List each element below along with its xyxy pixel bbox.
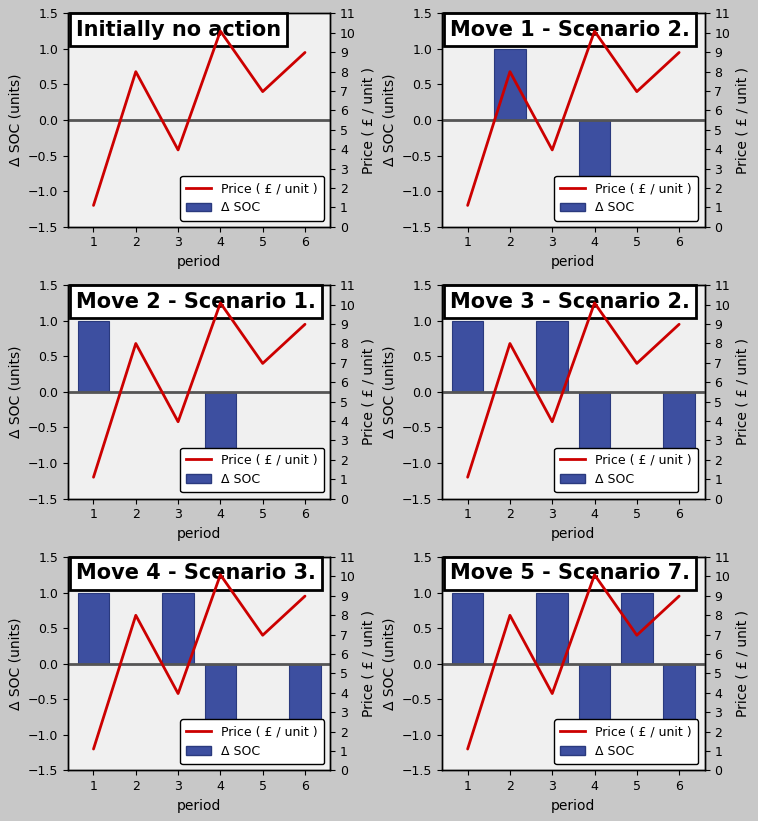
- Y-axis label: Δ SOC (units): Δ SOC (units): [8, 617, 22, 710]
- Bar: [77, 593, 109, 663]
- X-axis label: period: period: [551, 799, 596, 813]
- Text: Move 1 - Scenario 2.: Move 1 - Scenario 2.: [450, 20, 690, 39]
- Text: Move 4 - Scenario 3.: Move 4 - Scenario 3.: [76, 563, 316, 584]
- Bar: [205, 392, 236, 463]
- Bar: [205, 663, 236, 735]
- Legend: Price ( £ / unit ), Δ SOC: Price ( £ / unit ), Δ SOC: [554, 447, 698, 493]
- Legend: Price ( £ / unit ), Δ SOC: Price ( £ / unit ), Δ SOC: [180, 447, 324, 493]
- Legend: Price ( £ / unit ), Δ SOC: Price ( £ / unit ), Δ SOC: [554, 176, 698, 221]
- Y-axis label: Price ( £ / unit ): Price ( £ / unit ): [736, 338, 750, 445]
- Bar: [537, 321, 568, 392]
- Y-axis label: Price ( £ / unit ): Price ( £ / unit ): [736, 67, 750, 173]
- X-axis label: period: period: [551, 255, 596, 269]
- Text: Move 3 - Scenario 2.: Move 3 - Scenario 2.: [450, 291, 690, 311]
- Y-axis label: Δ SOC (units): Δ SOC (units): [383, 74, 396, 167]
- Y-axis label: Price ( £ / unit ): Price ( £ / unit ): [362, 610, 375, 718]
- Bar: [621, 593, 653, 663]
- Legend: Price ( £ / unit ), Δ SOC: Price ( £ / unit ), Δ SOC: [554, 719, 698, 764]
- X-axis label: period: period: [177, 799, 221, 813]
- Y-axis label: Δ SOC (units): Δ SOC (units): [8, 346, 22, 438]
- Bar: [289, 663, 321, 735]
- Y-axis label: Δ SOC (units): Δ SOC (units): [383, 617, 396, 710]
- X-axis label: period: period: [177, 255, 221, 269]
- Bar: [578, 120, 610, 191]
- Y-axis label: Δ SOC (units): Δ SOC (units): [8, 74, 22, 167]
- Legend: Price ( £ / unit ), Δ SOC: Price ( £ / unit ), Δ SOC: [180, 176, 324, 221]
- Bar: [537, 593, 568, 663]
- Bar: [77, 321, 109, 392]
- Y-axis label: Price ( £ / unit ): Price ( £ / unit ): [362, 338, 375, 445]
- Bar: [494, 49, 526, 120]
- Legend: Price ( £ / unit ), Δ SOC: Price ( £ / unit ), Δ SOC: [180, 719, 324, 764]
- Y-axis label: Price ( £ / unit ): Price ( £ / unit ): [736, 610, 750, 718]
- Y-axis label: Δ SOC (units): Δ SOC (units): [383, 346, 396, 438]
- Text: Move 5 - Scenario 7.: Move 5 - Scenario 7.: [450, 563, 690, 584]
- Bar: [162, 593, 194, 663]
- X-axis label: period: period: [177, 527, 221, 541]
- Text: Move 2 - Scenario 1.: Move 2 - Scenario 1.: [76, 291, 316, 311]
- Bar: [452, 593, 484, 663]
- Bar: [663, 663, 695, 735]
- Bar: [663, 392, 695, 463]
- Bar: [452, 321, 484, 392]
- Text: Initially no action: Initially no action: [76, 20, 281, 39]
- Bar: [578, 392, 610, 463]
- X-axis label: period: period: [551, 527, 596, 541]
- Bar: [578, 663, 610, 735]
- Y-axis label: Price ( £ / unit ): Price ( £ / unit ): [362, 67, 375, 173]
